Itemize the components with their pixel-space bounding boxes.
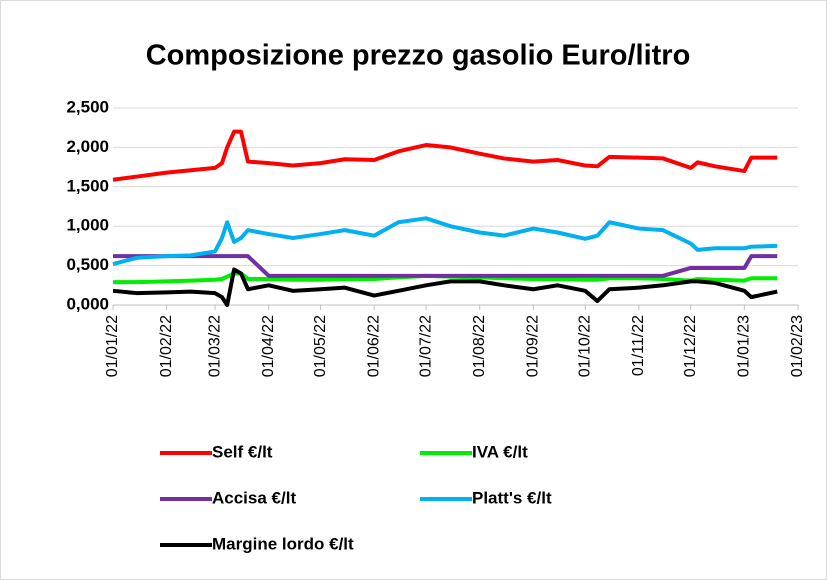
legend-label: Margine lordo €/lt [212, 534, 354, 553]
y-tick-label: 2,000 [66, 137, 109, 156]
y-tick-label: 1,500 [66, 176, 109, 195]
x-tick-label: 01/01/23 [736, 315, 753, 377]
x-tick-label: 01/05/22 [312, 315, 329, 377]
x-tick-label: 01/10/22 [576, 315, 593, 377]
series-line [112, 129, 778, 182]
x-tick-label: 01/02/23 [789, 315, 806, 377]
x-tick-label: 01/02/22 [158, 315, 175, 377]
x-tick-label: 01/03/22 [206, 315, 223, 377]
x-tick-label: 01/08/22 [471, 315, 488, 377]
x-tick-label: 01/12/22 [682, 315, 699, 377]
series-line [112, 216, 778, 266]
x-tick-label: 01/07/22 [417, 315, 434, 377]
x-tick-label: 01/04/22 [260, 315, 277, 377]
y-tick-label: 1,000 [66, 216, 109, 235]
y-tick-label: 0,000 [66, 294, 109, 313]
x-tick-label: 01/09/22 [525, 315, 542, 377]
legend-label: IVA €/lt [472, 442, 528, 461]
series-line [113, 254, 778, 278]
legend-label: Self €/lt [212, 442, 273, 461]
legend-label: Accisa €/lt [212, 488, 296, 507]
legend-label: Platt's €/lt [472, 488, 552, 507]
x-tick-label: 01/11/22 [630, 315, 647, 376]
chart-title: Composizione prezzo gasolio Euro/litro [146, 40, 691, 72]
y-tick-label: 0,500 [66, 255, 109, 274]
series-line [112, 267, 778, 307]
x-tick-label: 01/06/22 [365, 315, 382, 377]
y-tick-label: 2,500 [66, 97, 109, 116]
x-tick-label: 01/01/22 [104, 315, 121, 377]
